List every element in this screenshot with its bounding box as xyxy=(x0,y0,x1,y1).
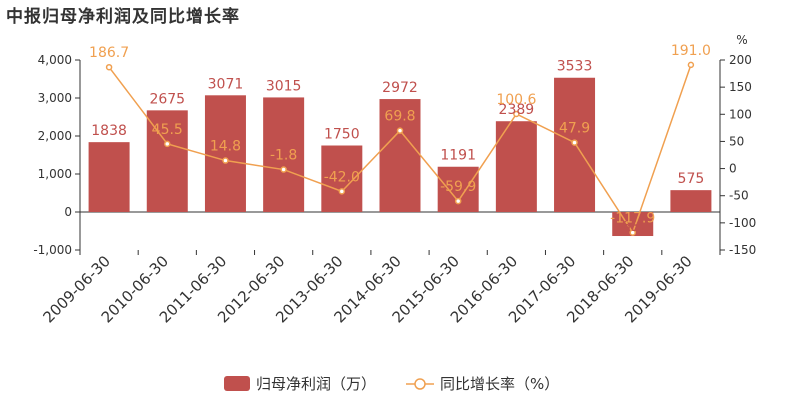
y-left-tick-label: 3,000 xyxy=(38,91,72,105)
bar-value-label: 3533 xyxy=(557,59,593,75)
y-right-tick-label: -150 xyxy=(729,243,756,257)
y-right-tick-label: 50 xyxy=(729,134,744,148)
bar xyxy=(321,145,363,212)
growth-value-label: -42.0 xyxy=(324,169,360,185)
legend-line-marker xyxy=(414,378,426,390)
bar xyxy=(379,99,421,212)
bar xyxy=(263,97,305,212)
bar-value-label: 1750 xyxy=(324,127,360,143)
growth-value-label: -1.8 xyxy=(270,148,297,164)
y-right-tick-label: 100 xyxy=(729,107,752,121)
growth-point xyxy=(571,139,578,146)
growth-value-label: 191.0 xyxy=(671,43,711,59)
growth-value-label: 47.9 xyxy=(559,121,590,137)
y-left-tick-label: 4,000 xyxy=(38,53,72,67)
bar-value-label: 2675 xyxy=(149,91,185,107)
bar-value-label: 2389 xyxy=(499,102,535,118)
growth-point xyxy=(687,61,695,69)
legend-line-label: 同比增长率（%） xyxy=(440,375,559,393)
y-left-tick-label: -1,000 xyxy=(33,243,72,257)
bar xyxy=(146,110,188,212)
y-left-tick-label: 0 xyxy=(64,205,72,219)
bar xyxy=(437,166,479,212)
chart-title: 中报归母净利润及同比增长率 xyxy=(6,7,240,27)
growth-value-label: 69.8 xyxy=(384,109,415,125)
growth-value-label: 14.8 xyxy=(210,139,241,155)
growth-point xyxy=(338,188,346,195)
bar-value-label: 1191 xyxy=(440,148,476,164)
bar-value-label: 1838 xyxy=(91,123,127,139)
growth-value-label: 45.5 xyxy=(152,122,183,138)
growth-point xyxy=(222,157,229,164)
bar xyxy=(495,121,537,212)
bar-value-label: 2972 xyxy=(382,80,418,96)
bar-value-label: 3015 xyxy=(266,78,302,94)
bar-value-label: 575 xyxy=(678,171,705,187)
legend-bar-swatch xyxy=(224,376,250,391)
y-right-unit-label: % xyxy=(736,33,747,47)
growth-point xyxy=(454,197,462,205)
growth-point xyxy=(629,229,636,236)
growth-point xyxy=(396,127,404,134)
y-left-tick-label: 1,000 xyxy=(38,167,72,181)
y-left-tick-label: 2,000 xyxy=(38,129,72,143)
bar xyxy=(670,190,712,212)
growth-value-label: -59.9 xyxy=(440,179,476,195)
growth-value-label: 100.6 xyxy=(496,92,536,108)
bar xyxy=(204,95,246,212)
growth-value-label: -117.9 xyxy=(610,211,655,227)
growth-point xyxy=(513,110,520,118)
growth-value-label: 186.7 xyxy=(89,45,129,61)
legend-bar-label: 归母净利润（万） xyxy=(256,375,376,393)
bar xyxy=(88,142,130,212)
y-right-tick-label: 0 xyxy=(729,162,737,176)
bar-value-label: -632 xyxy=(617,219,649,235)
growth-point xyxy=(164,140,171,148)
y-right-tick-label: -50 xyxy=(729,189,749,203)
y-right-tick-label: 150 xyxy=(729,80,752,94)
bar-value-label: 3071 xyxy=(208,76,244,92)
y-right-tick-label: -100 xyxy=(729,216,756,230)
growth-point xyxy=(280,166,287,173)
growth-point xyxy=(105,63,113,71)
y-right-tick-label: 200 xyxy=(729,53,752,67)
